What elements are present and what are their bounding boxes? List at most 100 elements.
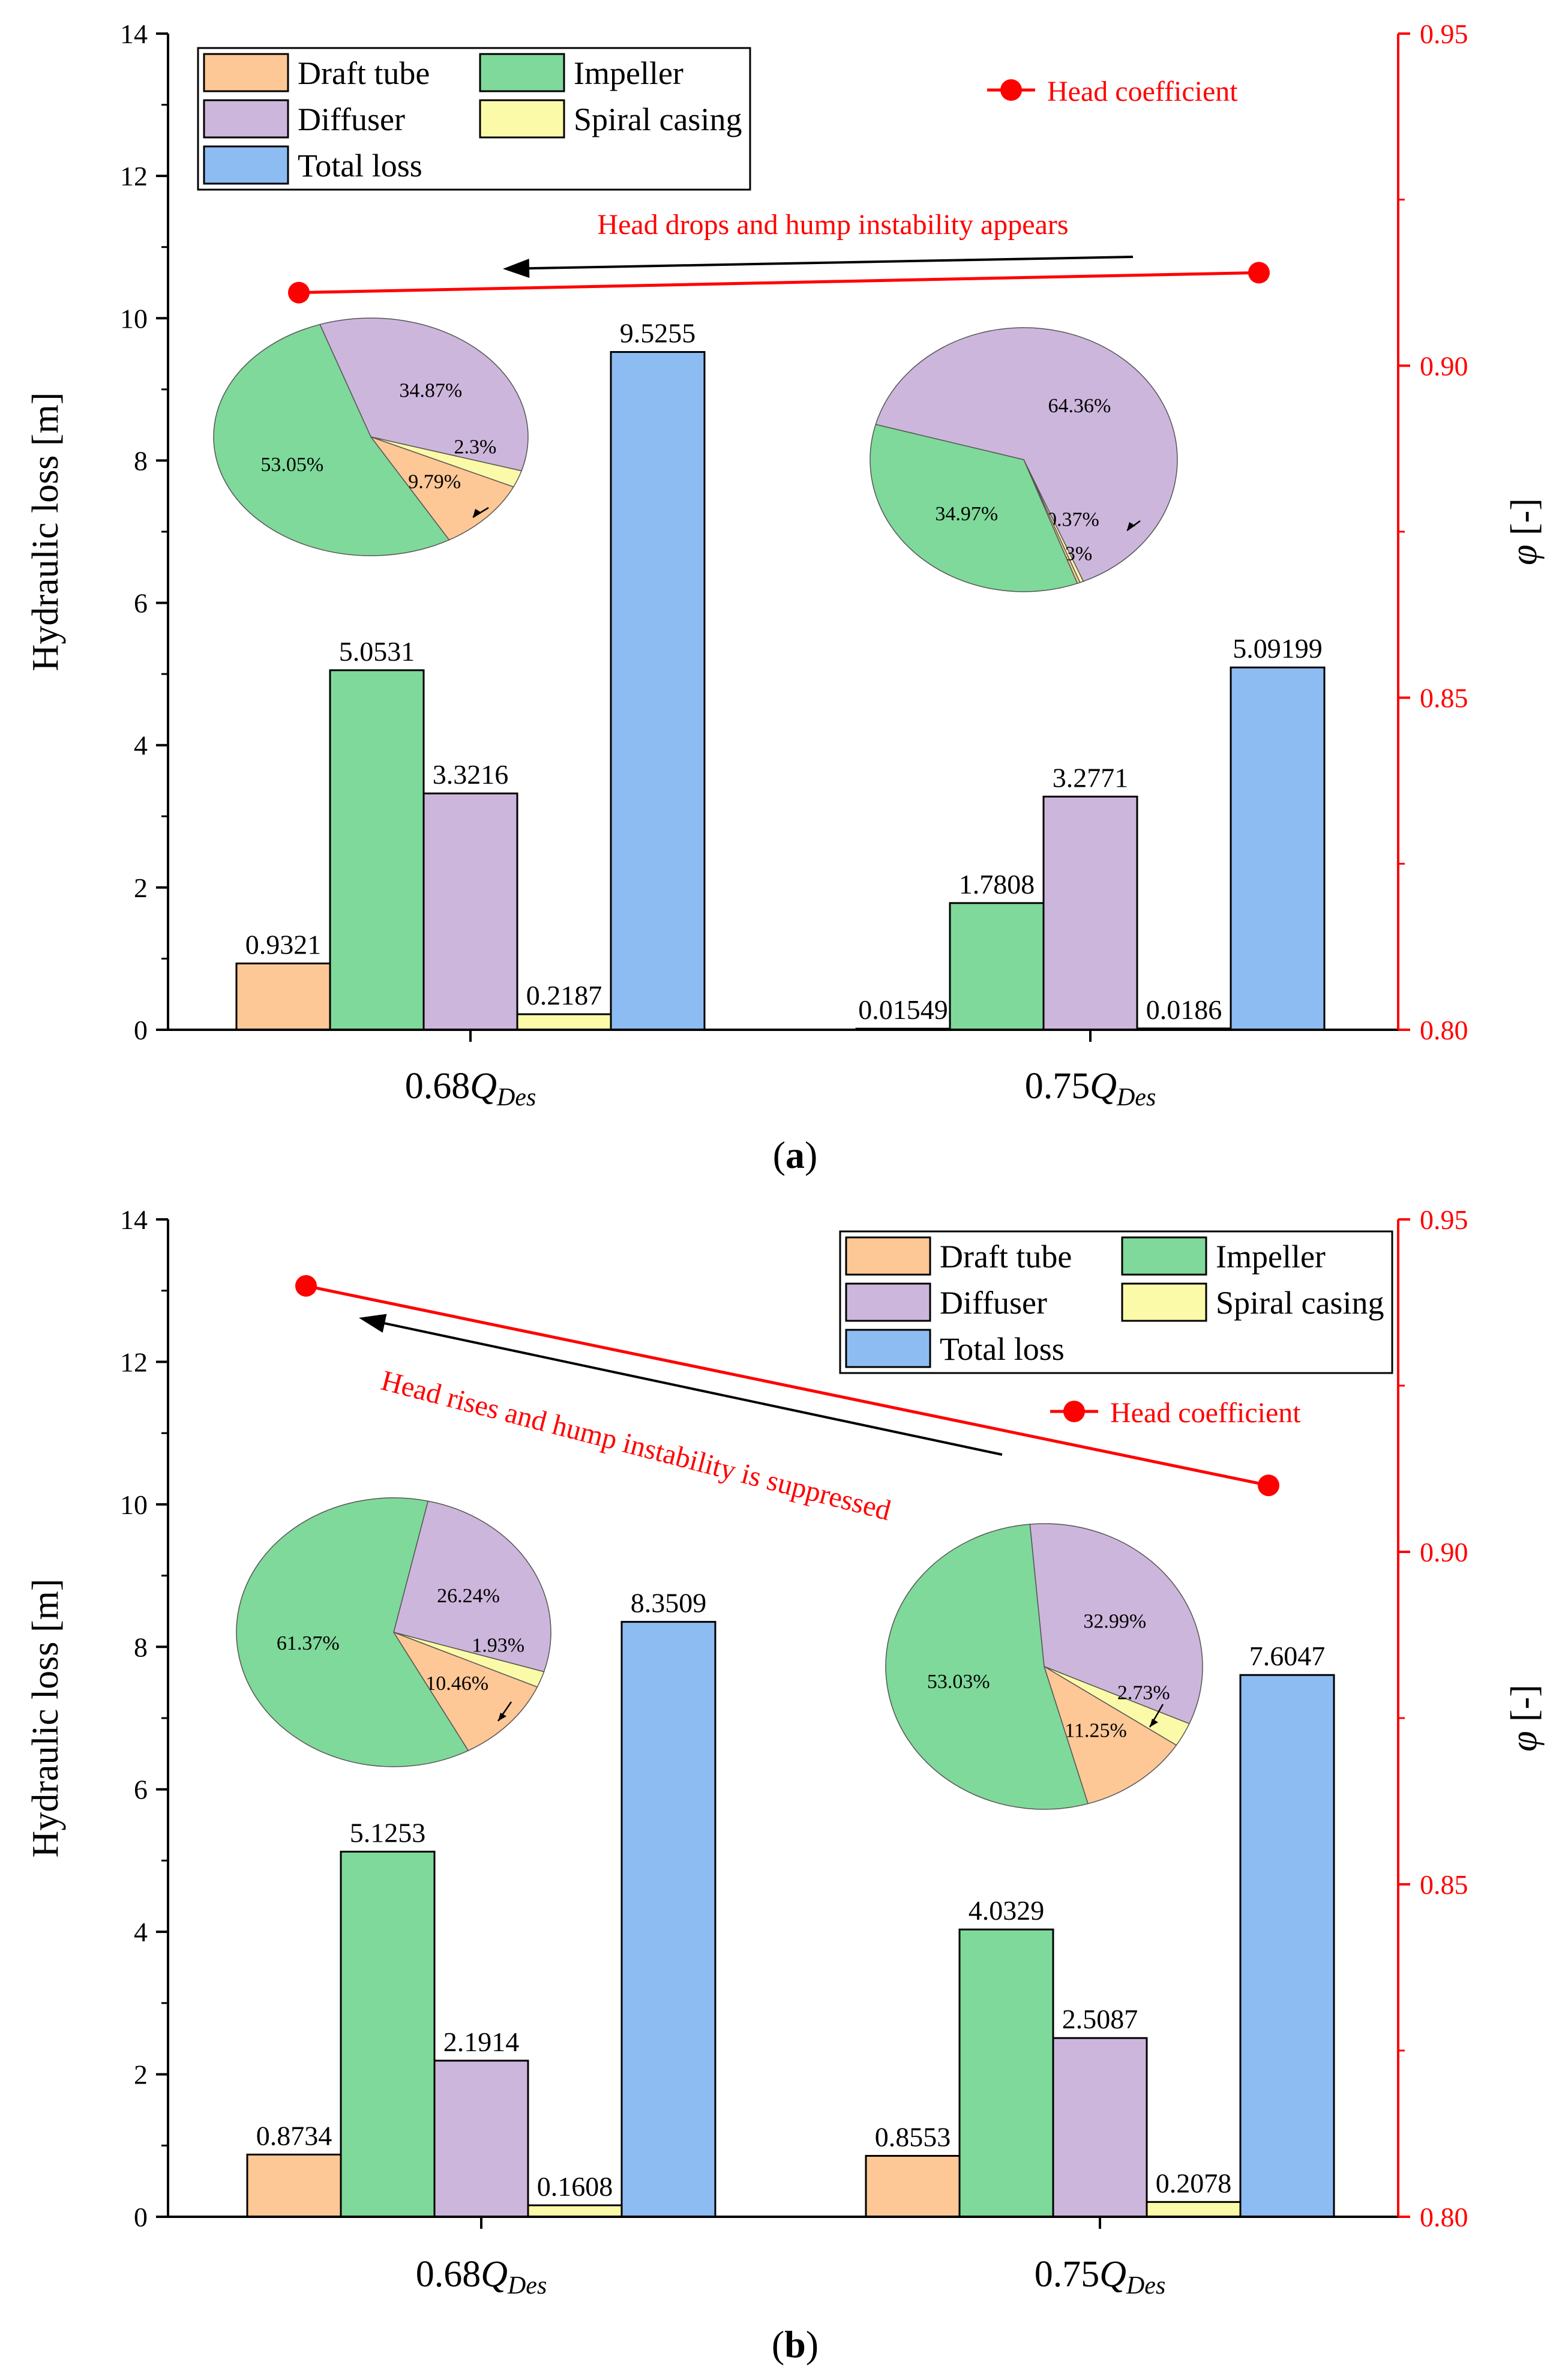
bar-value-label: 5.0531	[339, 636, 415, 667]
bar-value-label: 9.5255	[620, 318, 696, 349]
bar-spiral_casing-2	[1146, 2201, 1242, 2218]
y-tick-label: 6	[134, 1774, 148, 1805]
head-coefficient-line	[305, 1284, 1269, 1487]
legend-swatch-impeller	[479, 53, 565, 92]
pie-leader-head	[498, 1713, 506, 1721]
pie-slice-diffuser	[1029, 1523, 1203, 1725]
legend-swatch-draft_tube	[203, 53, 289, 92]
pie-slice-impeller	[870, 424, 1078, 592]
legend-swatch-total_loss	[845, 1329, 931, 1368]
y2-tick-label: 0.85	[1420, 683, 1468, 714]
category-symbol: Q	[481, 2254, 508, 2295]
legend-swatch-draft_tube	[845, 1236, 931, 1276]
bar-value-label: 0.0186	[1146, 994, 1222, 1025]
bar-value-label: 2.1914	[443, 2027, 520, 2057]
y2-axis-unit: [-]	[1504, 1684, 1545, 1731]
legend-swatch-diffuser	[203, 99, 289, 139]
pie-label-spiral_casing: 2.3%	[454, 436, 496, 458]
category-subscript: Des	[507, 2272, 547, 2300]
pie-label-impeller: 53.03%	[927, 1671, 990, 1693]
pie-label-impeller: 61.37%	[277, 1632, 340, 1654]
y2-axis-symbol: φ	[1504, 545, 1545, 565]
y-tick-label: 12	[120, 1347, 148, 1377]
bar-value-label: 0.8734	[256, 2120, 332, 2151]
head-legend-marker	[1063, 1401, 1085, 1422]
pie-slice-impeller	[236, 1497, 469, 1767]
y-tick-label: 14	[120, 1204, 148, 1235]
y-tick-label: 6	[134, 588, 148, 619]
bar-value-label: 7.6047	[1249, 1641, 1326, 1671]
legend-label-draft_tube: Draft tube	[940, 1239, 1072, 1275]
caption-paren: (	[772, 2323, 784, 2366]
y-axis-title: Hydraulic loss [m]	[25, 1579, 66, 1858]
caption-paren: (	[773, 1134, 786, 1176]
bar-value-label: 0.01549	[858, 994, 948, 1025]
bar-total_loss-1	[620, 1621, 716, 2218]
panel-caption: (a)	[773, 1134, 818, 1176]
bar-value-label: 0.8553	[875, 2121, 951, 2152]
head-legend-label: Head coefficient	[1110, 1397, 1301, 1429]
pie-label-draft_tube: 11.25%	[1065, 1719, 1127, 1741]
category-subscript: Des	[496, 1084, 536, 1111]
y-tick-label: 0	[134, 2202, 148, 2232]
y-tick-label: 8	[134, 1632, 148, 1662]
head-coefficient-point	[295, 1275, 317, 1297]
bar-value-label: 5.1253	[350, 1818, 426, 1848]
pie-label-diffuser: 26.24%	[437, 1585, 500, 1607]
legend-box	[839, 1230, 1393, 1374]
y-tick-label: 4	[134, 1917, 148, 1947]
pie-leader-head	[1150, 1719, 1158, 1727]
head-coefficient-point	[288, 281, 310, 304]
bar-spiral_casing-1	[516, 1013, 612, 1031]
head-coefficient-line	[298, 271, 1260, 295]
bar-total_loss-2	[1230, 666, 1326, 1031]
legend-box	[197, 47, 751, 191]
category-subscript: Des	[1126, 2272, 1165, 2300]
category-symbol: Q	[1090, 1066, 1117, 1107]
bar-impeller-1	[329, 669, 425, 1031]
x-category-label: 0.68QDes	[416, 2254, 547, 2300]
legend-label-spiral_casing: Spiral casing	[1216, 1285, 1384, 1321]
pie-leader-head	[1127, 522, 1135, 530]
bar-total_loss-2	[1239, 1674, 1335, 2218]
legend-swatch-diffuser	[845, 1282, 931, 1322]
caption-paren: )	[805, 1134, 817, 1176]
panel-caption: (b)	[772, 2323, 819, 2366]
pie-label-diffuser: 32.99%	[1083, 1610, 1146, 1632]
pie-label-diffuser: 64.36%	[1048, 395, 1111, 417]
caption-paren: )	[806, 2323, 819, 2366]
y-tick-label: 10	[120, 303, 148, 334]
pie-label-draft_tube: 9.79%	[408, 471, 461, 493]
y2-tick-label: 0.90	[1420, 1537, 1468, 1567]
bar-impeller-1	[340, 1851, 436, 2218]
trend-arrow	[376, 1320, 1003, 1456]
trend-arrow-head	[359, 1314, 387, 1333]
y-tick-label: 8	[134, 445, 148, 476]
pie-label-impeller: 34.97%	[935, 503, 998, 525]
bar-spiral_casing-1	[527, 2204, 623, 2218]
y2-tick-label: 0.90	[1420, 350, 1468, 381]
pie-label-spiral_casing: 2.73%	[1117, 1681, 1170, 1704]
y2-axis-unit: [-]	[1504, 498, 1545, 544]
chart-panel-b: 0.8734 0.8553 5.1253 4.0329 2.1914 2.5087 0.16…	[25, 1204, 1545, 2366]
legend-swatch-spiral_casing	[1121, 1282, 1207, 1322]
bar-value-label: 3.3216	[433, 759, 509, 790]
category-value: 0.75	[1035, 2254, 1100, 2295]
pie-2: 64.36%0.37%0.3%34.97%	[870, 327, 1178, 592]
legend-label-total_loss: Total loss	[298, 148, 422, 184]
pie-label-draft_tube: 10.46%	[425, 1672, 488, 1695]
pie-slice-diffuser	[875, 327, 1178, 582]
x-category-label: 0.75QDes	[1035, 2254, 1166, 2300]
head-coefficient-point	[1258, 1474, 1279, 1497]
category-symbol: Q	[470, 1066, 497, 1107]
category-subscript: Des	[1116, 1084, 1156, 1111]
y-tick-label: 14	[120, 19, 148, 49]
pie-1: 34.87% 2.3% 9.79% 53.05%	[213, 317, 529, 556]
trend-arrow-head	[503, 259, 530, 278]
bar-diffuser-2	[1052, 2037, 1148, 2218]
pie-2: 32.99% 2.73% 11.25% 53.03%	[885, 1523, 1203, 1810]
y2-axis-symbol: φ	[1504, 1731, 1545, 1752]
y2-axis-title: φ [-]	[1504, 1684, 1545, 1752]
pie-leader-head	[473, 509, 481, 517]
